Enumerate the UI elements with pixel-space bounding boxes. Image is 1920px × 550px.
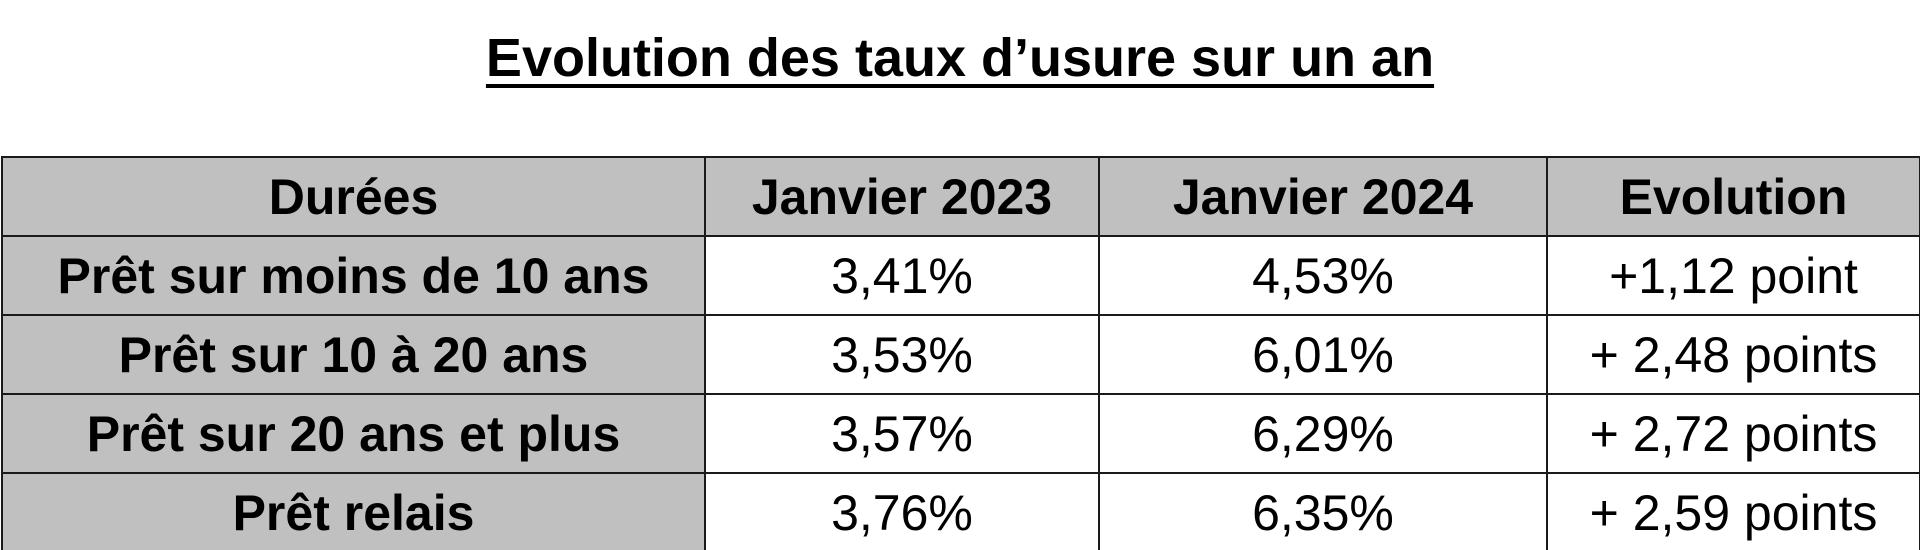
rate-2024: 6,35% bbox=[1098, 472, 1548, 550]
rate-2023: 3,41% bbox=[704, 235, 1100, 316]
header-evolution: Evolution bbox=[1546, 156, 1920, 237]
page-title: Evolution des taux d’usure sur un an bbox=[0, 26, 1920, 90]
rate-2023: 3,57% bbox=[704, 393, 1100, 474]
table-row: Prêt sur 10 à 20 ans 3,53% 6,01% + 2,48 … bbox=[1, 314, 1920, 395]
rate-evolution: +1,12 point bbox=[1546, 235, 1920, 316]
row-label: Prêt relais bbox=[1, 472, 706, 550]
rate-2023: 3,76% bbox=[704, 472, 1100, 550]
row-label: Prêt sur 20 ans et plus bbox=[1, 393, 706, 474]
rate-evolution: + 2,72 points bbox=[1546, 393, 1920, 474]
row-label: Prêt sur moins de 10 ans bbox=[1, 235, 706, 316]
rate-2024: 6,01% bbox=[1098, 314, 1548, 395]
rate-evolution: + 2,48 points bbox=[1546, 314, 1920, 395]
header-janvier-2024: Janvier 2024 bbox=[1098, 156, 1548, 237]
table-row: Prêt relais 3,76% 6,35% + 2,59 points bbox=[1, 472, 1920, 550]
table-header-row: Durées Janvier 2023 Janvier 2024 Evoluti… bbox=[1, 156, 1920, 237]
header-janvier-2023: Janvier 2023 bbox=[704, 156, 1100, 237]
rate-2023: 3,53% bbox=[704, 314, 1100, 395]
rate-2024: 4,53% bbox=[1098, 235, 1548, 316]
rate-2024: 6,29% bbox=[1098, 393, 1548, 474]
header-durees: Durées bbox=[1, 156, 706, 237]
table-row: Prêt sur moins de 10 ans 3,41% 4,53% +1,… bbox=[1, 235, 1920, 316]
table-row: Prêt sur 20 ans et plus 3,57% 6,29% + 2,… bbox=[1, 393, 1920, 474]
rate-evolution: + 2,59 points bbox=[1546, 472, 1920, 550]
row-label: Prêt sur 10 à 20 ans bbox=[1, 314, 706, 395]
page-title-text: Evolution des taux d’usure sur un an bbox=[485, 28, 1435, 88]
usury-rates-table: Durées Janvier 2023 Janvier 2024 Evoluti… bbox=[1, 156, 1920, 550]
